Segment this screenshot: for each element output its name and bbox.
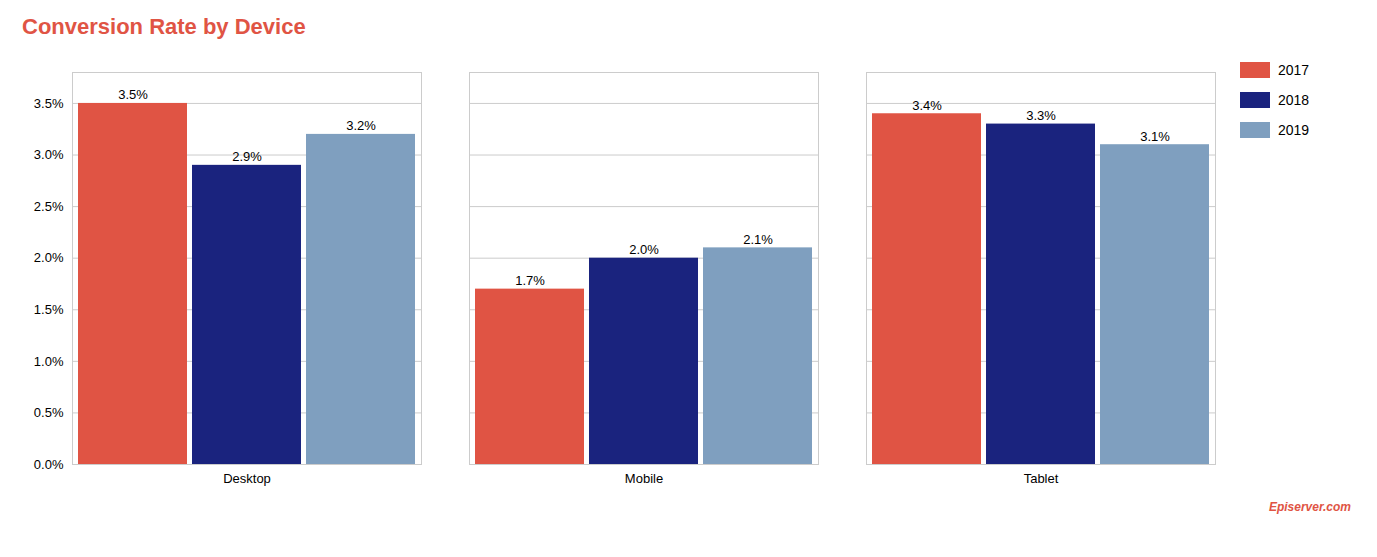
svg-text:2.5%: 2.5%	[34, 199, 64, 214]
html-text:2018: 2018	[1278, 92, 1310, 108]
svg-text:3.0%: 3.0%	[34, 147, 64, 162]
svg-text:2.1%: 2.1%	[743, 232, 773, 247]
svg-text:3.1%: 3.1%	[1140, 129, 1170, 144]
svg-text:3.3%: 3.3%	[1026, 108, 1056, 123]
svg-text:3.5%: 3.5%	[118, 87, 148, 102]
svg-text:1.0%: 1.0%	[34, 354, 64, 369]
svg-text:3.4%: 3.4%	[912, 98, 942, 113]
svg-text:3.2%: 3.2%	[346, 118, 376, 133]
svg-text:2.9%: 2.9%	[232, 149, 262, 164]
html-text:Episerver.com: Episerver.com	[1268, 500, 1351, 514]
html-text:2017: 2017	[1278, 62, 1310, 78]
svg-text:1.5%: 1.5%	[34, 302, 64, 317]
svg-text:Desktop: Desktop	[223, 471, 271, 486]
svg-text:Tablet: Tablet	[1024, 471, 1059, 486]
html-text:2019: 2019	[1278, 122, 1310, 138]
svg-text:2.0%: 2.0%	[34, 250, 64, 265]
svg-text:2.0%: 2.0%	[629, 242, 659, 257]
svg-text:0.0%: 0.0%	[34, 457, 64, 472]
html-text:Conversion Rate by Device: Conversion Rate by Device	[22, 14, 306, 39]
svg-text:0.5%: 0.5%	[34, 405, 64, 420]
svg-text:1.7%: 1.7%	[515, 273, 545, 288]
svg-text:3.5%: 3.5%	[34, 96, 64, 111]
svg-text:Mobile: Mobile	[625, 471, 663, 486]
